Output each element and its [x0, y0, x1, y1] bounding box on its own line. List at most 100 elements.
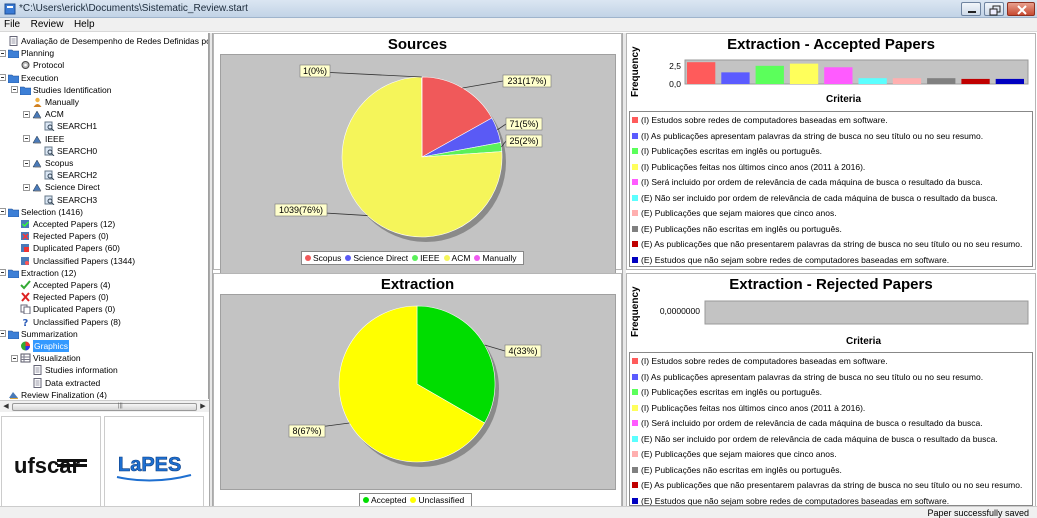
menu-help[interactable]: Help [73, 19, 95, 30]
accepted-criterion-swatch [632, 117, 638, 123]
tree-node-label: Accepted Papers (12) [33, 219, 116, 229]
sources-label-box [299, 64, 331, 78]
svg-text:LaPES: LaPES [118, 454, 181, 476]
accepted-bar [927, 78, 956, 84]
sources-legend-swatch [474, 255, 481, 261]
rejected-criterion-item: (E) Publicações que sejam maiores que ci… [632, 447, 837, 462]
sources-legend-label: Science Direct [353, 253, 409, 263]
tree-expander-icon[interactable] [0, 330, 6, 338]
folder-icon [8, 208, 19, 217]
rejected-criterion-swatch [632, 482, 638, 488]
tree-expander-icon[interactable] [11, 354, 18, 362]
tree-horizontal-scrollbar[interactable]: ◀ ||| ▶ [0, 400, 209, 412]
accepted-criterion-swatch [632, 179, 638, 185]
accepted-bar [995, 78, 1024, 84]
rejected-criterion-swatch [632, 358, 638, 364]
rejected-criterion-label: (E) Estudos que não sejam sobre redes de… [641, 495, 950, 506]
minimize-button[interactable] [961, 2, 981, 16]
rejected-criterion-label: (E) Não ser incluido por ordem de relevâ… [641, 433, 998, 444]
tree-node-label: Rejected Papers (0) [33, 231, 109, 242]
tree-expander-icon[interactable] [11, 86, 18, 94]
window-title: *C:\Users\erick\Documents\Sistematic_Rev… [19, 3, 248, 14]
tree-expander-icon[interactable] [0, 269, 6, 277]
sources-data-label: 1039(76%) [279, 205, 323, 215]
rejected-criterion-swatch [632, 420, 638, 426]
ufscar-logo: ufscar [1, 416, 101, 508]
split-pane-divider[interactable] [209, 33, 213, 508]
accepted-criterion-item: (E) Publicações que sejam maiores que ci… [632, 206, 837, 221]
accepted-criterion-label: (I) Publicações feitas nos últimos cinco… [641, 161, 866, 172]
accepted-criterion-label: (I) Será incluido por ordem de relevânci… [641, 177, 983, 187]
tree-expander-icon[interactable] [0, 74, 6, 82]
tree-node-label: Studies information [45, 365, 118, 376]
accepted-criterion-swatch [632, 148, 638, 154]
database-icon [32, 159, 42, 168]
scroll-left-icon[interactable]: ◀ [3, 403, 9, 410]
user-icon [33, 97, 42, 107]
question-icon: ? [23, 318, 29, 327]
tree-expander-icon[interactable] [23, 110, 30, 118]
gear-icon [21, 61, 30, 70]
document-icon [33, 365, 42, 376]
sources-legend-label: Manually [482, 253, 517, 263]
minimize-icon [968, 11, 976, 13]
tree-expander-icon[interactable] [23, 135, 30, 143]
accepted-criterion-label: (E) Não ser incluido por ordem de relevâ… [641, 192, 998, 203]
sources-legend-item: IEEE [412, 252, 440, 264]
tree-expander-icon[interactable] [23, 183, 30, 191]
tree-node-label: SEARCH0 [57, 145, 98, 156]
accepted-criterion-item: (I) Publicações escritas em inglês ou po… [632, 144, 822, 159]
sources-legend-item: Scopus [305, 252, 341, 264]
tree-expander-icon[interactable] [0, 208, 6, 216]
project-tree[interactable]: Avaliação de Desempenho de Redes Definid… [0, 33, 209, 399]
paper-accepted-icon [21, 220, 29, 228]
tree-expander-icon[interactable] [23, 159, 30, 167]
title-bar: *C:\Users\erick\Documents\Sistematic_Rev… [0, 0, 1037, 18]
rejected-bar-chart: 0,0000000 [660, 300, 1029, 325]
accepted-criterion-swatch [632, 132, 638, 139]
accepted-criterion-swatch [632, 256, 638, 263]
rejected-criterion-label: (E) Publicações que sejam maiores que ci… [641, 449, 837, 459]
tree-node-label: Protocol [33, 60, 65, 71]
tree-node-label: SEARCH2 [57, 170, 98, 181]
sources-data-label: 25(2%) [509, 136, 538, 146]
accepted-criterion-label: (E) As publicações que não presentarem p… [641, 239, 1023, 249]
extraction-label-box [288, 424, 326, 438]
tree-node-label: IEEE [45, 133, 65, 144]
rejected-x-axis-label: Criteria [846, 336, 882, 347]
close-button[interactable] [1007, 2, 1035, 16]
rejected-criterion-item: (I) Estudos sobre redes de computadores … [632, 354, 888, 369]
tree-node-label: SEARCH3 [57, 194, 98, 205]
extraction-data-label: 8(67%) [292, 426, 321, 436]
rejected-criterion-label: (E) Publicações não escritas em inglês o… [641, 464, 842, 475]
scrollbar-thumb[interactable] [12, 403, 197, 411]
scroll-right-icon[interactable]: ▶ [200, 403, 206, 410]
menu-file[interactable]: File [4, 19, 21, 30]
tree-node-label: Extraction (12) [21, 267, 77, 278]
paper-duplicated-icon [21, 244, 29, 253]
accepted-y-tick-label: 2,5 [669, 61, 681, 71]
svg-text:?: ? [23, 318, 29, 327]
tree-expander-icon[interactable] [0, 49, 6, 57]
maximize-button[interactable] [984, 2, 1004, 16]
rejected-criterion-swatch [632, 451, 638, 457]
ufscar-logo-image: ufscar [14, 453, 87, 478]
tree-node-label: Planning [21, 48, 55, 59]
sources-legend-label: Scopus [313, 253, 342, 263]
table-icon [20, 353, 31, 363]
tree-node-label: Unclassified Papers (8) [33, 316, 121, 327]
accepted-bar [721, 72, 750, 84]
menu-review[interactable]: Review [30, 19, 64, 30]
sources-legend-label: IEEE [420, 253, 440, 263]
split-pane-divider-right[interactable] [622, 33, 626, 507]
accepted-criterion-item: (E) Publicações não escritas em inglês o… [632, 222, 842, 237]
accepted-criterion-swatch [632, 225, 638, 232]
accepted-bar [858, 78, 887, 84]
extraction-label-box [504, 344, 542, 358]
sources-legend-swatch [345, 255, 352, 261]
tree-node-label: Accepted Papers (4) [33, 280, 111, 290]
paper-unclassified-icon [21, 256, 29, 265]
rejected-y-tick-label: 0,0000000 [660, 306, 700, 316]
sources-data-label: 231(17%) [507, 76, 546, 86]
sources-label-box [505, 117, 543, 131]
